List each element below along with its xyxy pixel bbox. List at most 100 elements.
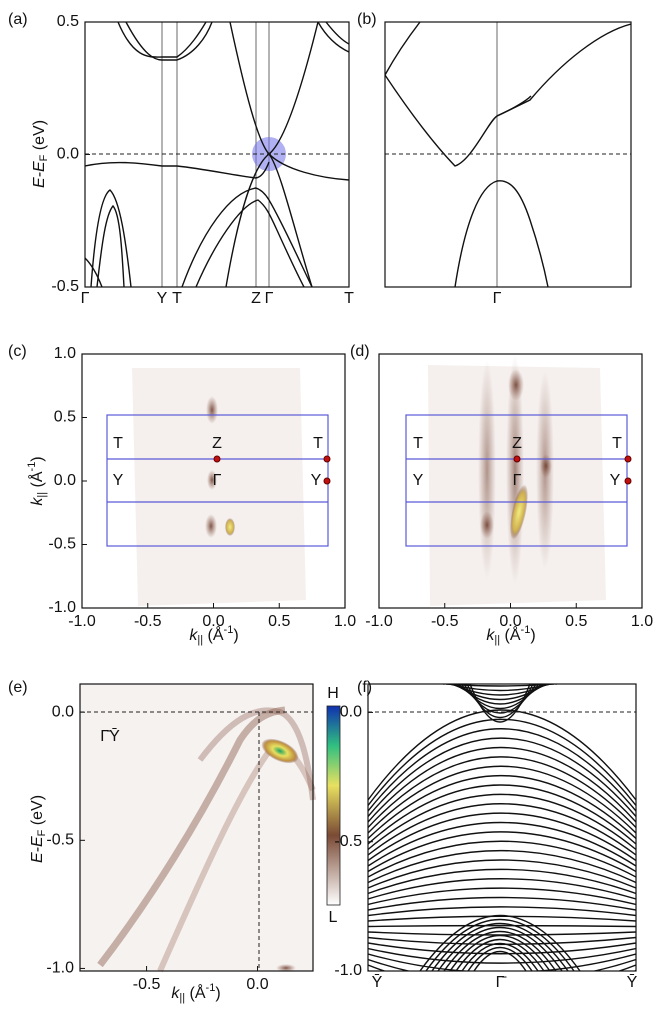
plot-frame — [384, 21, 632, 288]
band — [368, 868, 636, 895]
label-part: k — [171, 985, 180, 1002]
x-tick-label: 0.0 — [202, 613, 224, 630]
band — [368, 747, 636, 823]
k-point-label: Ȳ — [372, 973, 383, 991]
y-tick-label: -0.5 — [46, 832, 74, 849]
y-tick-label: -0.5 — [51, 278, 79, 295]
intensity-c — [106, 368, 331, 606]
band — [317, 22, 349, 53]
label-part: || — [494, 634, 500, 646]
band — [368, 906, 636, 917]
symmetry-point: Γ — [513, 472, 522, 489]
band — [385, 22, 421, 76]
bands-b — [385, 22, 631, 287]
blob — [510, 484, 528, 540]
band — [325, 22, 349, 45]
band — [368, 840, 636, 878]
k-point-label: T — [172, 290, 182, 307]
y-tick-label: -0.5 — [334, 833, 362, 850]
band — [368, 887, 636, 906]
y-tick-label: -1.0 — [48, 599, 76, 616]
colorbar — [326, 705, 341, 906]
blob — [206, 396, 218, 424]
y-tick-label: -1.0 — [46, 960, 74, 977]
x-tick-label: 1.0 — [631, 613, 653, 630]
band — [473, 951, 527, 971]
label-part: (Å — [500, 625, 521, 644]
band — [368, 756, 636, 828]
bands-a — [85, 22, 349, 287]
band — [117, 22, 207, 58]
label-part: (Å — [203, 625, 224, 644]
label-part: (Å — [27, 471, 46, 492]
label-part: || — [179, 992, 185, 1004]
band — [431, 923, 569, 971]
x-tick-label: -0.5 — [134, 613, 162, 630]
band — [496, 95, 532, 117]
hot-spot — [261, 738, 299, 764]
label-part: || — [197, 634, 203, 646]
x-tick-label: 0.5 — [268, 613, 290, 630]
x-tick-label: 1.0 — [334, 613, 356, 630]
label-part: -1 — [521, 624, 531, 636]
band — [368, 953, 636, 971]
label-part: F — [38, 154, 50, 161]
plot-frame — [79, 683, 314, 972]
label-part: ) — [233, 627, 238, 644]
label-part: k — [29, 497, 46, 506]
symmetry-point: T — [612, 435, 622, 452]
band — [368, 942, 636, 955]
blob — [276, 964, 296, 972]
k-point-label: Γ̄ — [496, 974, 508, 991]
k-point-label: Y — [157, 290, 168, 307]
band — [368, 821, 636, 867]
y-tick-label: 0.0 — [54, 472, 76, 489]
band — [368, 947, 636, 964]
label-part: k — [486, 627, 495, 644]
k-point-label: Z — [251, 290, 261, 307]
blob — [508, 369, 524, 401]
y-axis-title: E-EF (eV) — [29, 795, 48, 863]
label-part: E-E — [29, 836, 46, 863]
y-tick-label: 0.0 — [52, 703, 74, 720]
label-part: (eV) — [29, 795, 46, 830]
band — [268, 153, 349, 181]
band — [368, 936, 636, 946]
label-part: ) — [530, 627, 535, 644]
band — [368, 765, 636, 834]
x-axis-title: k|| (Å-1) — [189, 624, 238, 646]
y-tick-label: -1.0 — [334, 962, 362, 979]
y-tick-label: 0.5 — [57, 13, 79, 30]
background — [80, 684, 313, 971]
point — [624, 455, 632, 463]
blob — [480, 511, 494, 539]
point — [513, 455, 521, 463]
band — [368, 878, 636, 900]
band — [368, 718, 636, 806]
symmetry-point: Z — [512, 435, 522, 452]
label-part: k — [189, 627, 198, 644]
band — [368, 728, 636, 812]
y-axis-title: k|| (Å-1) — [26, 456, 48, 505]
panel-label: (e) — [8, 679, 28, 696]
blob — [540, 454, 552, 478]
label-part: (eV) — [31, 120, 48, 155]
x-axis-title: k|| (Å-1) — [486, 624, 535, 646]
band — [449, 935, 551, 971]
band — [368, 812, 636, 862]
point — [323, 455, 331, 463]
band — [90, 189, 132, 287]
label-part: -1 — [224, 624, 234, 636]
y-tick-label: 0.5 — [54, 409, 76, 426]
label-part: (Å — [185, 983, 206, 1002]
band — [368, 915, 636, 922]
label-part: E-E — [31, 161, 48, 188]
band — [455, 938, 545, 971]
band — [368, 859, 636, 889]
band — [454, 180, 549, 287]
k-point-label: Γ — [265, 290, 274, 307]
point — [323, 477, 331, 485]
